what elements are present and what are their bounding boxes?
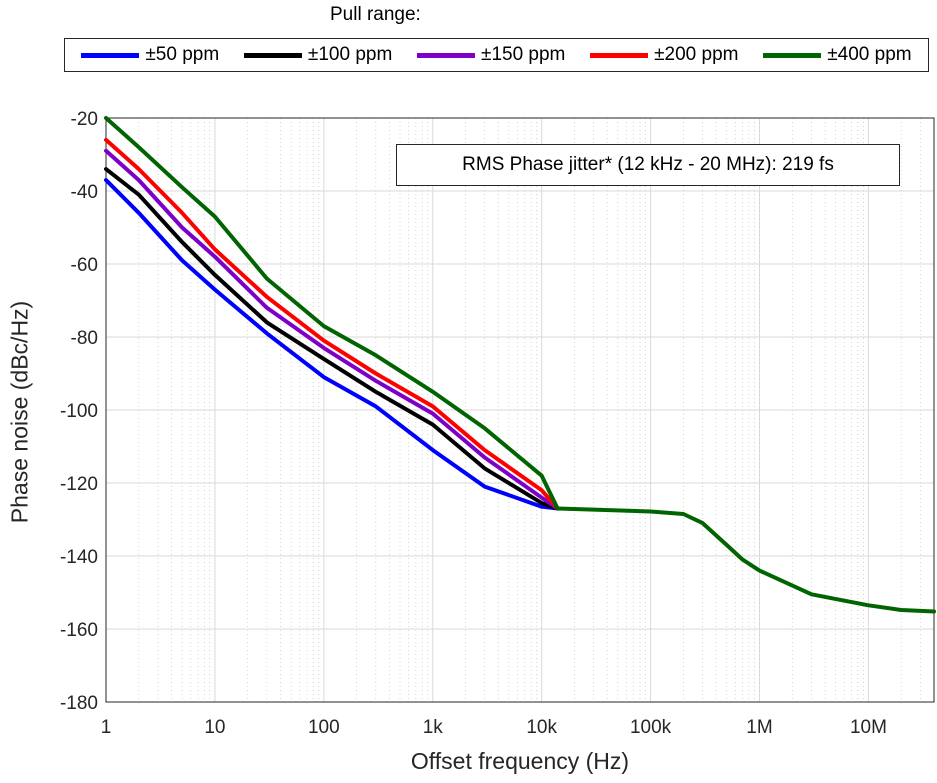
legend-label: ±100 ppm: [307, 44, 393, 65]
legend-item: ±150 ppm: [417, 44, 565, 66]
legend-label: ±150 ppm: [481, 44, 566, 65]
legend-item: ±100 ppm: [243, 44, 393, 66]
y-axis-label: Phase noise (dBc/Hz): [6, 300, 33, 524]
x-tick-label: 10k: [526, 717, 557, 738]
y-tick-label: -180: [60, 693, 98, 714]
x-tick-labels: 1 10 100 1k 10k 100k 1M 10M: [101, 717, 887, 738]
y-tick-label: -80: [71, 328, 98, 349]
legend-swatch-icon: [243, 52, 302, 58]
legend-item: ±400 ppm: [763, 44, 912, 66]
series-line: [104, 116, 560, 511]
x-tick-label: 100: [308, 717, 340, 738]
x-tick-label: 1M: [746, 717, 772, 738]
x-axis-label: Offset frequency (Hz): [410, 748, 630, 774]
y-tick-label: -20: [71, 109, 98, 130]
y-tick-label: -100: [60, 401, 98, 422]
legend-title: Pull range:: [330, 4, 421, 25]
legend-item: ±200 ppm: [590, 44, 739, 66]
plot-frame: [105, 117, 935, 703]
legend-label: ±200 ppm: [654, 44, 739, 65]
y-tick-label: -140: [60, 547, 98, 568]
x-tick-label: 1k: [423, 717, 444, 738]
legend-label: ±400 ppm: [827, 44, 912, 65]
legend-label: ±50 ppm: [145, 44, 220, 65]
x-tick-label: 10M: [850, 717, 887, 738]
series-line: [104, 178, 560, 511]
legend-swatch-icon: [590, 52, 649, 58]
series-line: [104, 167, 560, 511]
legend-swatch-icon: [417, 52, 476, 58]
series-line: [104, 137, 560, 511]
y-tick-label: -120: [60, 474, 98, 495]
series-layer: [104, 116, 936, 614]
y-tick-label: -40: [71, 182, 98, 203]
x-tick-label: 1: [101, 717, 112, 738]
legend-swatch-icon: [763, 52, 822, 58]
x-tick-label: 10: [204, 717, 225, 738]
legend-item: ±50 ppm: [81, 44, 219, 66]
series-line: [555, 506, 936, 614]
y-tick-label: -60: [71, 255, 98, 276]
jitter-annotation: RMS Phase jitter* (12 kHz - 20 MHz): 219…: [396, 144, 900, 186]
x-tick-label: 100k: [630, 717, 672, 738]
y-tick-labels: -20 -40 -60 -80 -100 -120 -140 -160 -180: [60, 109, 98, 714]
legend-swatch-icon: [81, 52, 140, 58]
series-line: [104, 148, 560, 511]
y-tick-label: -160: [60, 620, 98, 641]
legend: ±50 ppm ±100 ppm ±150 ppm ±200 ppm ±400 …: [64, 38, 929, 72]
